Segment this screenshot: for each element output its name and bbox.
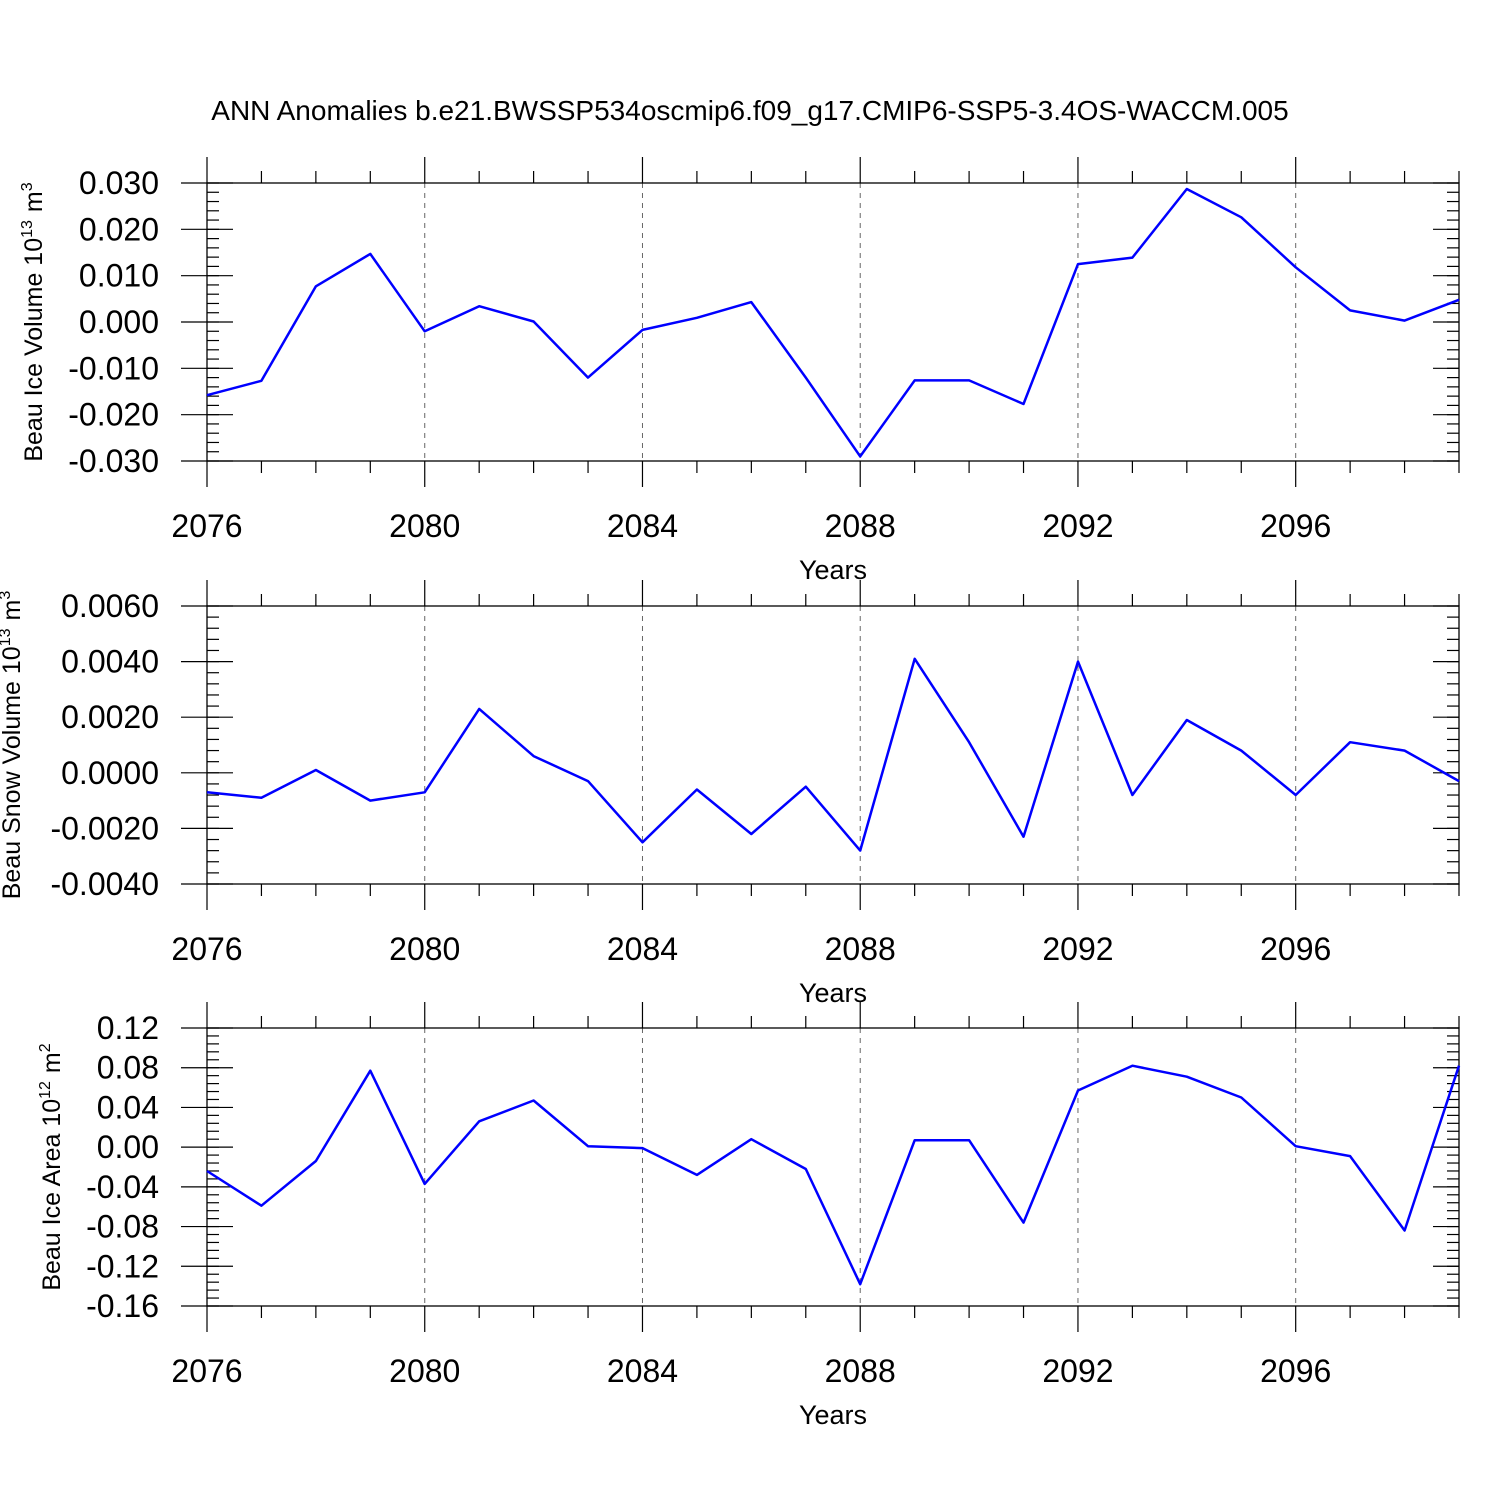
y-axis-label-part: Beau Ice Volume xyxy=(20,266,48,462)
y-axis-label-part: 10 xyxy=(20,238,48,266)
plot-frame xyxy=(206,605,1460,885)
y-axis-label-part: Beau Ice Area xyxy=(38,1127,66,1291)
x-tick-label: 2096 xyxy=(1260,931,1331,967)
x-axis-label: Years xyxy=(799,978,867,1008)
y-tick-label: 0.08 xyxy=(97,1050,159,1086)
x-tick-label: 2076 xyxy=(171,508,242,544)
y-tick-label: -0.16 xyxy=(86,1288,159,1324)
plot-frame xyxy=(206,182,1460,462)
panel-3: -0.16 -0.12-0.08 -0.04 0.00 0.040.08 0.12 2076… xyxy=(37,1002,1461,1430)
x-tick-label: 2076 xyxy=(171,1353,242,1389)
y-tick-label: -0.0040 xyxy=(50,866,159,902)
y-tick-label: -0.030 xyxy=(68,443,159,479)
y-tick-label: 0.0060 xyxy=(61,588,159,624)
y-axis-label: Beau Ice Area 1012 m2 xyxy=(37,1043,66,1290)
y-axis-label-part: m xyxy=(38,1052,66,1073)
y-axis-label: Beau Ice Volume 1013 m3 xyxy=(19,182,48,461)
y-tick-label: 0.020 xyxy=(79,211,159,247)
y-tick-label: -0.010 xyxy=(68,350,159,386)
x-tick-label: 2088 xyxy=(825,1353,896,1389)
series-line xyxy=(206,657,1460,852)
series-line xyxy=(206,187,1460,458)
x-axis-label: Years xyxy=(799,1400,867,1430)
y-tick-label: 0.00 xyxy=(97,1129,159,1165)
chart-title: ANN Anomalies b.e21.BWSSP534oscmip6.f09_… xyxy=(211,95,1288,126)
x-tick-label: 2096 xyxy=(1260,1353,1331,1389)
y-axis-label-part: m xyxy=(20,191,48,212)
y-tick-label: 0.12 xyxy=(97,1010,159,1046)
x-tick-label: 2092 xyxy=(1042,931,1113,967)
panel-1: -0.030 -0.020 -0.010 0.000 0.010 0.020 0.030 20… xyxy=(19,157,1460,585)
x-tick-label: 2096 xyxy=(1260,508,1331,544)
y-tick-label: 0.04 xyxy=(97,1089,159,1125)
x-tick-label: 2084 xyxy=(607,508,678,544)
x-tick-label: 2092 xyxy=(1042,508,1113,544)
x-tick-label: 2076 xyxy=(171,931,242,967)
y-axis-label-part: m xyxy=(0,600,26,621)
y-axis-label-part: 10 xyxy=(38,1099,66,1127)
x-tick-label: 2080 xyxy=(389,508,460,544)
y-tick-label: -0.12 xyxy=(86,1248,159,1284)
y-axis-label-part: 12 xyxy=(37,1081,54,1099)
y-axis-label-part: Beau Snow Volume xyxy=(0,674,26,899)
series-line xyxy=(206,1064,1461,1286)
y-axis-label-part: 13 xyxy=(0,628,14,646)
y-tick-label: 0.0000 xyxy=(61,755,159,791)
y-axis-label: Beau Snow Volume 1013 m3 xyxy=(0,591,26,900)
x-tick-label: 2084 xyxy=(607,1353,678,1389)
x-tick-label: 2080 xyxy=(389,931,460,967)
y-axis-label-part: 3 xyxy=(0,591,14,600)
y-axis-label-part: 3 xyxy=(19,182,36,191)
x-tick-label: 2088 xyxy=(825,508,896,544)
panel-2: -0.0040 -0.0020 0.0000 0.0020 0.0040 0.0060 20… xyxy=(0,580,1460,1008)
y-tick-label: -0.0020 xyxy=(50,810,159,846)
y-tick-label: -0.08 xyxy=(86,1209,159,1245)
y-axis-label-part: 2 xyxy=(37,1043,54,1052)
y-tick-label: -0.04 xyxy=(86,1169,159,1205)
y-axis-label-part: 13 xyxy=(19,220,36,238)
y-tick-label: 0.000 xyxy=(79,304,159,340)
x-tick-label: 2084 xyxy=(607,931,678,967)
x-tick-label: 2088 xyxy=(825,931,896,967)
y-tick-label: 0.030 xyxy=(79,165,159,201)
x-tick-label: 2080 xyxy=(389,1353,460,1389)
y-tick-label: -0.020 xyxy=(68,397,159,433)
x-axis-label: Years xyxy=(799,555,867,585)
plot-frame xyxy=(206,1027,1460,1307)
x-tick-label: 2092 xyxy=(1042,1353,1113,1389)
y-tick-label: 0.010 xyxy=(79,258,159,294)
y-axis-label-part: 10 xyxy=(0,646,26,674)
y-tick-label: 0.0020 xyxy=(61,699,159,735)
y-tick-label: 0.0040 xyxy=(61,644,159,680)
